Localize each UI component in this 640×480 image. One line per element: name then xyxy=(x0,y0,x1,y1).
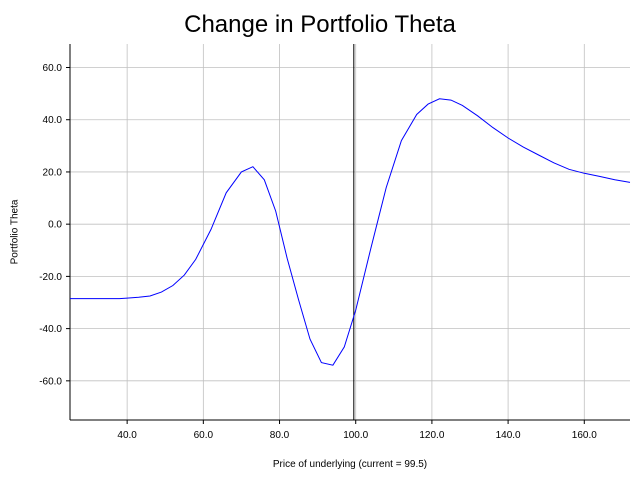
x-tick-label: 80.0 xyxy=(270,430,290,441)
y-tick-label: 20.0 xyxy=(43,167,63,178)
grid-lines xyxy=(70,44,630,420)
y-tick-label: -20.0 xyxy=(39,272,62,283)
x-tick-label: 140.0 xyxy=(496,430,521,441)
x-tick-label: 120.0 xyxy=(419,430,444,441)
y-tick-label: 0.0 xyxy=(48,220,62,231)
y-tick-label: 40.0 xyxy=(43,115,63,126)
x-axis-label: Price of underlying (current = 99.5) xyxy=(272,459,428,470)
tick-labels: 40.0 60.0 80.0 100.0 120.0 140.0 160.0 -60.0 -40… xyxy=(39,63,597,441)
series-layer xyxy=(70,44,631,420)
theta-series-line xyxy=(70,98,631,366)
chart-title: Change in Portfolio Theta xyxy=(184,11,456,38)
x-tick-label: 100.0 xyxy=(343,430,368,441)
y-tick-label: -40.0 xyxy=(39,324,62,335)
y-tick-label: 60.0 xyxy=(43,63,63,74)
x-tick-label: 40.0 xyxy=(117,430,137,441)
y-tick-label: -60.0 xyxy=(39,376,62,387)
x-tick-label: 60.0 xyxy=(194,430,214,441)
axes xyxy=(66,44,630,424)
x-tick-label: 160.0 xyxy=(572,430,597,441)
